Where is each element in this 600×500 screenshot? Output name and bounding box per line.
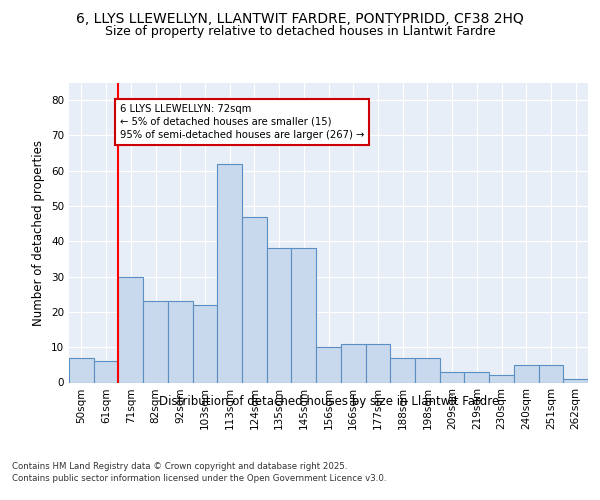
Text: Distribution of detached houses by size in Llantwit Fardre: Distribution of detached houses by size …: [158, 394, 499, 407]
Text: 6 LLYS LLEWELLYN: 72sqm
← 5% of detached houses are smaller (15)
95% of semi-det: 6 LLYS LLEWELLYN: 72sqm ← 5% of detached…: [119, 104, 364, 140]
Bar: [217, 164, 242, 382]
Bar: [69, 358, 94, 382]
Text: Size of property relative to detached houses in Llantwit Fardre: Size of property relative to detached ho…: [105, 24, 495, 38]
Bar: [341, 344, 365, 382]
Text: 6, LLYS LLEWELLYN, LLANTWIT FARDRE, PONTYPRIDD, CF38 2HQ: 6, LLYS LLEWELLYN, LLANTWIT FARDRE, PONT…: [76, 12, 524, 26]
Bar: [316, 347, 341, 382]
Bar: [143, 302, 168, 382]
Bar: [390, 358, 415, 382]
Bar: [563, 379, 588, 382]
Bar: [464, 372, 489, 382]
Bar: [539, 365, 563, 382]
Bar: [489, 376, 514, 382]
Bar: [292, 248, 316, 382]
Bar: [168, 302, 193, 382]
Bar: [415, 358, 440, 382]
Y-axis label: Number of detached properties: Number of detached properties: [32, 140, 46, 326]
Bar: [118, 276, 143, 382]
Text: Contains HM Land Registry data © Crown copyright and database right 2025.
Contai: Contains HM Land Registry data © Crown c…: [12, 462, 386, 483]
Bar: [440, 372, 464, 382]
Bar: [242, 216, 267, 382]
Bar: [94, 362, 118, 382]
Bar: [365, 344, 390, 382]
Bar: [514, 365, 539, 382]
Bar: [267, 248, 292, 382]
Bar: [193, 305, 217, 382]
